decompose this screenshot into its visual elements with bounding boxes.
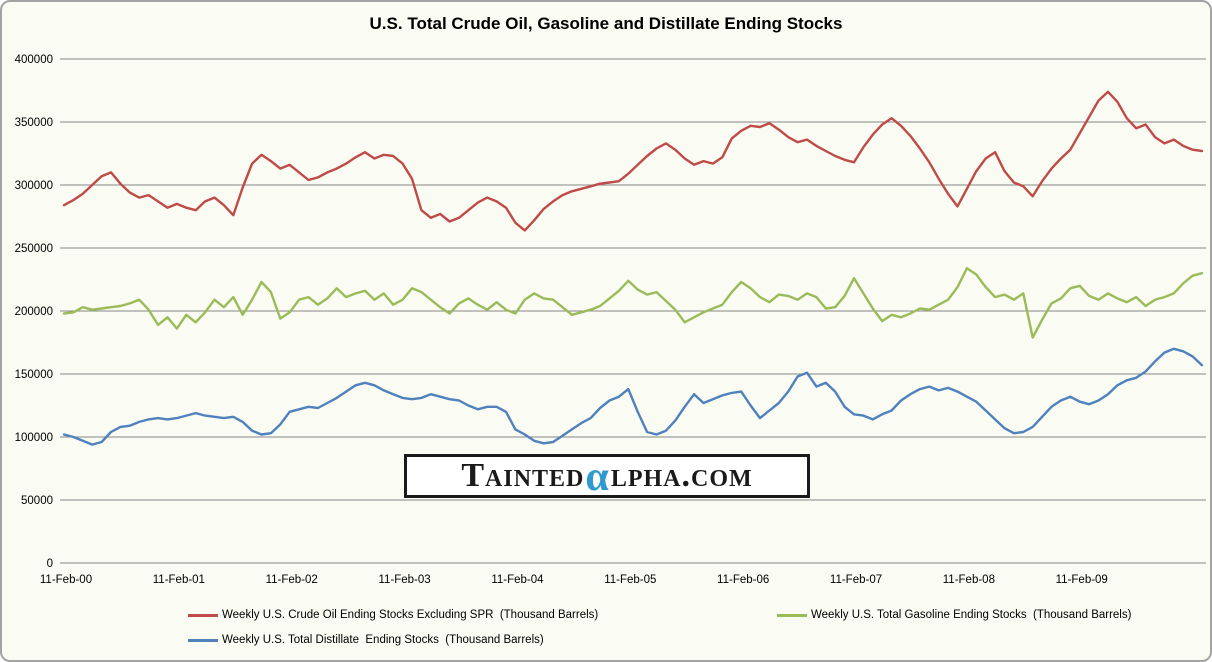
- y-axis-label: 250000: [15, 243, 53, 255]
- distillate-series-line: [62, 347, 1204, 446]
- x-axis-label: 11-Feb-07: [830, 574, 882, 586]
- y-axis-label: 400000: [15, 54, 53, 66]
- legend: Weekly U.S. Crude Oil Ending Stocks Excl…: [188, 609, 1168, 646]
- crude-series-label: Weekly U.S. Crude Oil Ending Stocks Excl…: [222, 609, 599, 621]
- x-axis-label: 11-Feb-06: [717, 574, 769, 586]
- legend-item-distillate: Weekly U.S. Total Distillate Ending Stoc…: [188, 634, 544, 646]
- distillate-series-marker: [188, 638, 218, 642]
- gasoline-series-line: [62, 267, 1204, 339]
- legend-row-2: Weekly U.S. Total Distillate Ending Stoc…: [188, 634, 1168, 646]
- crude-series-marker: [188, 613, 218, 617]
- crude-series-line: [62, 90, 1204, 232]
- y-axis-label: 50000: [21, 495, 53, 507]
- x-axis-label: 11-Feb-01: [153, 574, 205, 586]
- x-axis-label: 11-Feb-03: [378, 574, 430, 586]
- y-axis-label: 300000: [15, 180, 53, 192]
- x-axis-label: 11-Feb-00: [40, 574, 92, 586]
- legend-row-1: Weekly U.S. Crude Oil Ending Stocks Excl…: [188, 609, 1168, 621]
- watermark-text-prefix: Tainted: [461, 457, 585, 494]
- watermark-text-suffix: lpha.com: [610, 457, 753, 494]
- x-axis-label: 11-Feb-08: [943, 574, 995, 586]
- x-axis-label: 11-Feb-04: [491, 574, 544, 586]
- gasoline-series-label: Weekly U.S. Total Gasoline Ending Stocks…: [811, 609, 1132, 621]
- y-axis-label: 350000: [15, 117, 53, 129]
- x-axis-label: 11-Feb-09: [1056, 574, 1108, 586]
- distillate-series-label: Weekly U.S. Total Distillate Ending Stoc…: [222, 634, 544, 646]
- y-axis-label: 100000: [15, 432, 53, 444]
- y-axis-label: 150000: [15, 369, 53, 381]
- legend-item-crude: Weekly U.S. Crude Oil Ending Stocks Excl…: [188, 609, 777, 621]
- x-axis-label: 11-Feb-02: [266, 574, 318, 586]
- gasoline-series-marker: [777, 613, 807, 617]
- x-axis-label: 11-Feb-05: [604, 574, 656, 586]
- chart-title: U.S. Total Crude Oil, Gasoline and Disti…: [369, 14, 843, 33]
- y-axis-label: 200000: [15, 306, 53, 318]
- watermark-box: Tainted α lpha.com: [404, 454, 810, 498]
- legend-item-gasoline: Weekly U.S. Total Gasoline Ending Stocks…: [777, 609, 1131, 621]
- y-axis-label: 0: [47, 558, 53, 570]
